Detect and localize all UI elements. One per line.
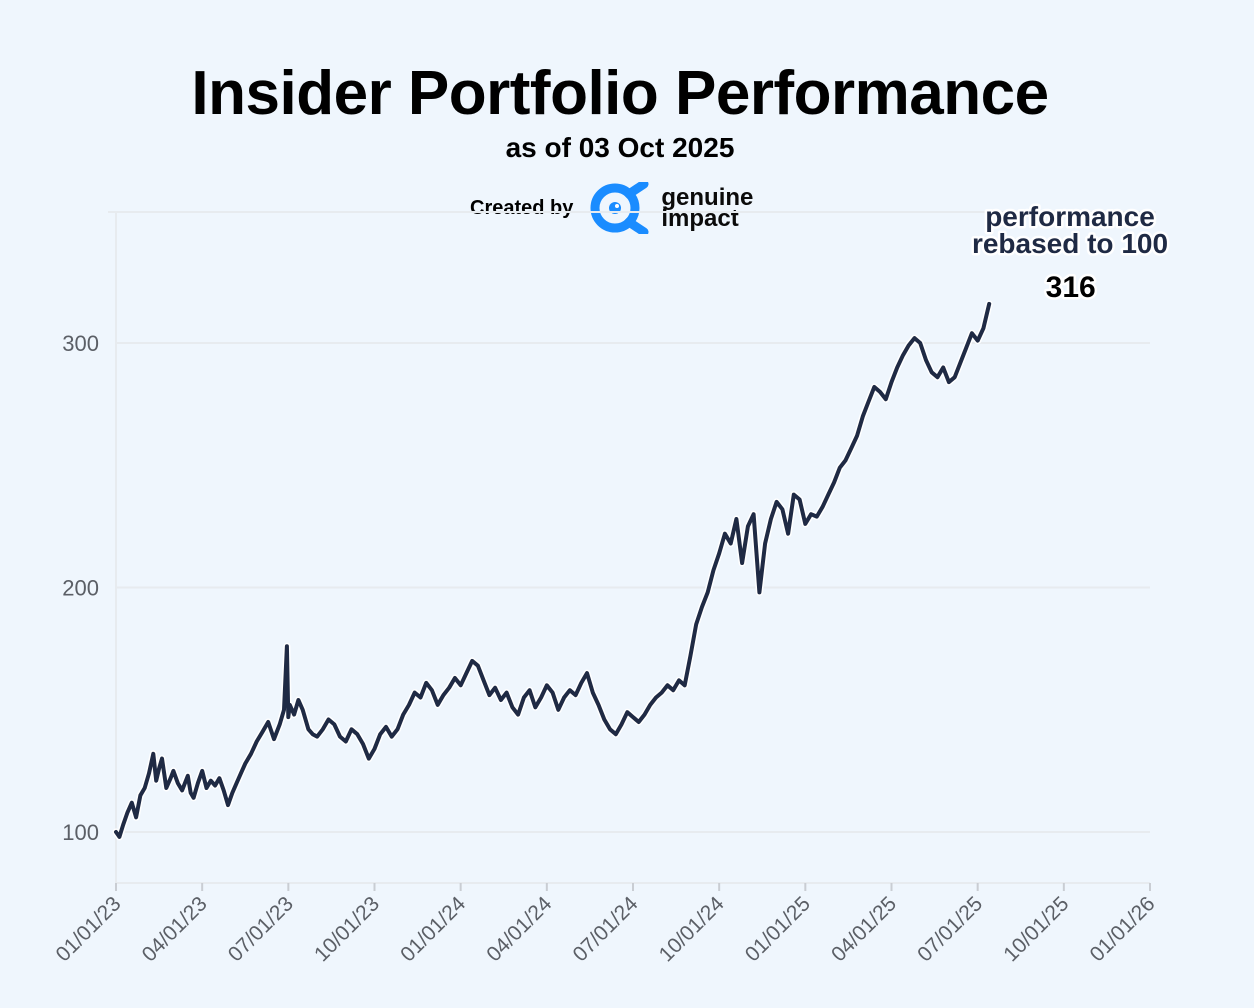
- axes: [115, 212, 1151, 891]
- last-value-label: 316: [1046, 271, 1096, 304]
- x-tick-label: 01/01/25: [741, 892, 815, 966]
- chart-subtitle: as of 03 Oct 2025: [505, 132, 735, 163]
- grid-lines: [108, 211, 1156, 833]
- chart-title: Insider Portfolio Performance: [191, 59, 1049, 128]
- series-annotation-line2: rebased to 100: [972, 228, 1168, 259]
- series-annotation-line1: performance: [985, 201, 1155, 232]
- y-tick-label: 200: [62, 576, 99, 601]
- x-tick-label: 07/01/23: [224, 892, 298, 966]
- x-tick-label: 07/01/25: [913, 892, 987, 966]
- brand-name-line2: impact: [661, 205, 739, 232]
- brand-credit: Created by genuine impact: [470, 180, 753, 236]
- x-tick-label: 04/01/25: [827, 892, 901, 966]
- x-tick-label: 10/01/23: [310, 892, 384, 966]
- brand-name: genuine impact: [661, 184, 754, 232]
- x-tick-label: 01/01/26: [1085, 892, 1159, 966]
- x-tick-label: 04/01/24: [482, 892, 556, 966]
- brand-name-line1: genuine: [661, 184, 754, 211]
- x-tick-label: 07/01/24: [568, 892, 642, 966]
- x-tick-label: 10/01/24: [655, 892, 729, 966]
- x-tick-label: 10/01/25: [999, 892, 1073, 966]
- x-tick-label: 04/01/23: [138, 892, 212, 966]
- x-tick-label: 01/01/24: [396, 892, 470, 966]
- y-tick-label: 100: [62, 820, 99, 845]
- x-tick-label: 01/01/23: [51, 892, 125, 966]
- y-tick-label: 300: [62, 331, 99, 356]
- series-line: [114, 301, 992, 839]
